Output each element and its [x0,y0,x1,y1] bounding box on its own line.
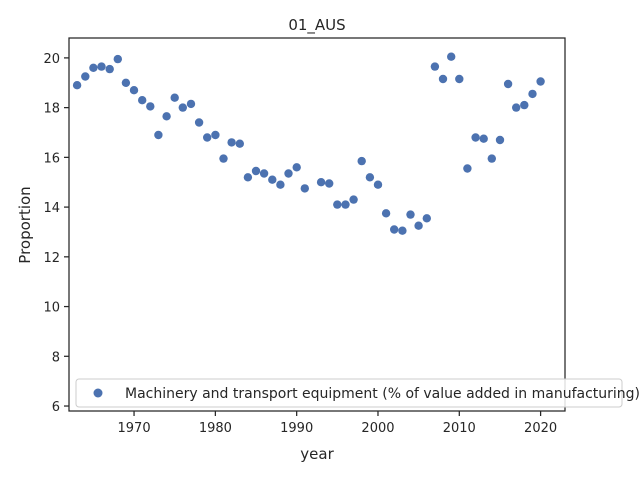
data-point [349,195,358,204]
data-point [154,130,163,140]
data-point [455,74,464,84]
data-point [146,102,155,111]
y-tick-label: 16 [43,151,60,166]
legend-marker [93,388,103,398]
data-point [276,180,285,189]
data-point [129,86,139,95]
x-tick-label: 1970 [118,421,151,436]
data-point [495,135,505,145]
y-axis-ticks: 6 8 10 12 14 16 18 20 [43,52,69,415]
data-point [284,169,293,178]
data-point [105,64,114,74]
data-point [138,96,147,105]
y-tick-label: 20 [43,52,60,67]
data-point [520,100,529,110]
data-point [373,180,383,189]
data-point [259,169,269,178]
plot-frame [68,37,566,412]
data-point [512,103,521,112]
x-tick-label: 2010 [443,421,476,436]
data-point [414,221,423,230]
plot-area [68,37,566,412]
data-point [227,138,236,147]
data-point [406,210,415,219]
data-point [325,179,334,188]
y-tick-label: 8 [52,350,60,365]
data-point [243,173,253,182]
data-point [463,164,472,173]
x-tick-label: 1990 [280,421,313,436]
legend[interactable]: Machinery and transport equipment (% of … [75,378,640,408]
data-point [300,184,309,193]
x-axis-ticks: 1970 1980 1990 2000 2010 2020 [118,411,557,436]
data-point [398,226,407,235]
data-point [97,62,106,71]
legend-label: Machinery and transport equipment (% of … [125,386,640,402]
data-point [235,139,244,148]
data-point [357,156,366,166]
y-tick-label: 10 [43,301,60,316]
data-point [479,134,488,143]
y-tick-label: 6 [52,400,60,415]
data-point [203,133,212,142]
data-point [186,99,196,109]
data-point [447,52,456,61]
data-point [292,163,301,172]
x-tick-label: 2000 [361,421,394,436]
y-tick-label: 14 [43,201,60,216]
data-point [219,154,228,163]
data-point [471,133,480,142]
data-point [211,130,220,140]
data-point [268,175,277,184]
data-point [438,74,448,84]
data-point [528,89,537,99]
chart-title: 01_AUS [288,16,345,35]
data-point [365,173,375,182]
x-tick-label: 2020 [524,421,557,436]
data-point [503,79,513,89]
data-point [536,77,545,86]
data-point [113,54,123,64]
data-point [487,154,496,163]
data-point [390,225,399,234]
data-point [162,112,171,121]
data-point [430,62,440,71]
data-point [72,81,82,90]
y-tick-label: 12 [43,251,60,266]
y-axis-label: Proportion [16,186,34,263]
data-point [341,200,350,209]
data-point [194,118,204,127]
data-point [178,103,187,112]
data-point [170,93,179,102]
data-point [121,78,131,88]
data-point [89,63,98,72]
x-tick-label: 1980 [199,421,232,436]
data-point [81,72,90,81]
data-point [251,166,261,176]
x-axis-label: year [300,445,334,463]
legend-box [75,378,623,408]
data-point [316,178,326,187]
data-point [333,200,342,209]
data-point [422,214,431,223]
y-tick-label: 18 [43,102,60,117]
data-points [72,52,545,235]
data-point [381,209,391,218]
